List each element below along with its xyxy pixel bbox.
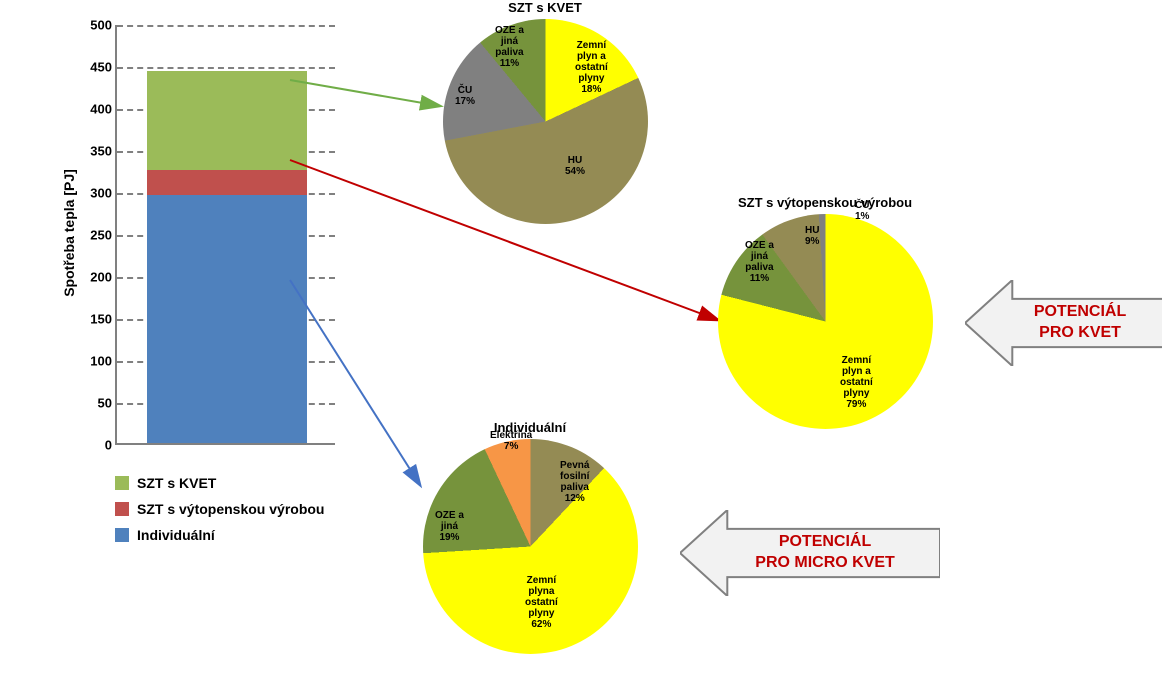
potential-arrow: POTENCIÁLPRO KVET	[965, 280, 1162, 366]
potential-arrow: POTENCIÁLPRO MICRO KVET	[680, 510, 940, 596]
pie-disc	[443, 19, 648, 224]
pie-szt_kvet: SZT s KVET	[443, 0, 648, 224]
connector-arrow	[290, 80, 440, 106]
pie-disc	[423, 439, 638, 654]
pie-title: SZT s výtopenskou výrobou	[718, 195, 933, 210]
block-arrow-text: POTENCIÁLPRO KVET	[1034, 302, 1126, 344]
pie-title: SZT s KVET	[443, 0, 648, 15]
pie-individualni: Individuální	[423, 420, 638, 654]
pie-title: Individuální	[423, 420, 638, 435]
figure-canvas: Spotřeba tepla [PJ] 05010015020025030035…	[0, 0, 1162, 676]
pie-disc	[718, 214, 933, 429]
pie-szt_vytop: SZT s výtopenskou výrobou	[718, 195, 933, 429]
connector-arrow	[290, 280, 420, 485]
block-arrow-text: POTENCIÁLPRO MICRO KVET	[755, 532, 895, 574]
